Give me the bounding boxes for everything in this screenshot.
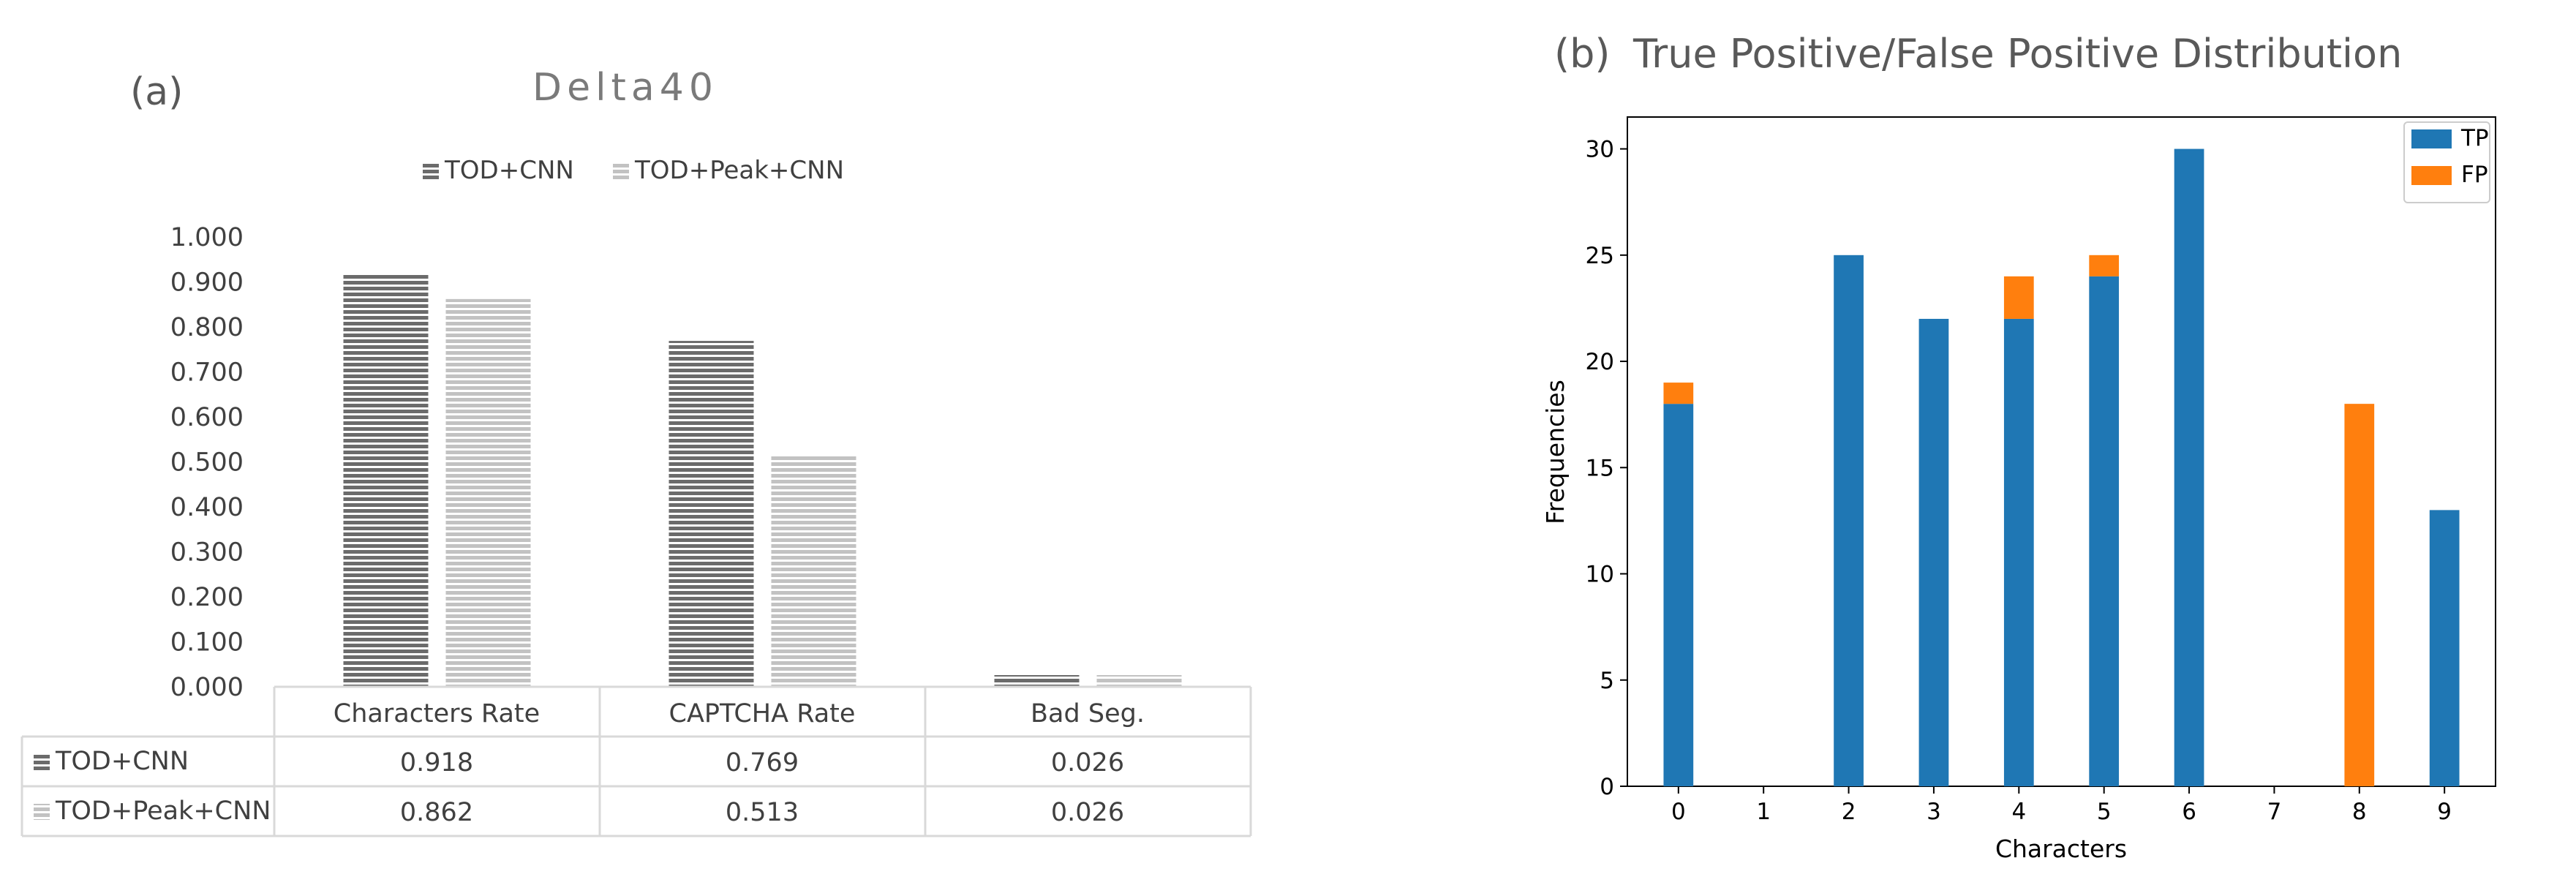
panel-a-bars xyxy=(343,274,1182,687)
panel-a-table-text: Characters Rate CAPTCHA Rate Bad Seg. TO… xyxy=(34,699,1145,827)
legend-label-tp: TP xyxy=(2460,125,2489,151)
x-tick-label: 5 xyxy=(2097,799,2112,825)
legend-swatch-tod-cnn xyxy=(423,163,439,179)
table-cell: 0.769 xyxy=(726,748,799,777)
bar xyxy=(2003,276,2034,319)
bar xyxy=(2429,510,2460,786)
bar xyxy=(2003,318,2034,786)
panel-b-title: True Positive/False Positive Distributio… xyxy=(1632,31,2402,77)
panel-b-label: (b) xyxy=(1554,31,1610,77)
table-header-bad-seg: Bad Seg. xyxy=(1031,699,1145,728)
y-tick-label: 1.000 xyxy=(170,223,244,252)
bar xyxy=(1663,404,1694,786)
bar xyxy=(1834,255,1864,786)
x-tick-label: 8 xyxy=(2352,799,2367,825)
table-cell: 0.918 xyxy=(400,748,473,777)
y-tick-label: 0 xyxy=(1600,774,1614,800)
bar xyxy=(2344,404,2375,786)
table-row-label-tod-peak-cnn: TOD+Peak+CNN xyxy=(55,796,271,826)
panel-a-title: Delta40 xyxy=(532,66,718,110)
y-tick-label: 25 xyxy=(1586,243,1614,269)
panel-a-data-table xyxy=(20,685,1252,837)
y-tick-label: 15 xyxy=(1586,455,1614,481)
y-tick-label: 0.800 xyxy=(170,313,244,342)
bar xyxy=(1663,383,1694,404)
panel-b-y-axis-label: Frequencies xyxy=(1541,380,1570,524)
x-tick-label: 0 xyxy=(1671,799,1686,825)
legend-swatch-tod-peak-cnn xyxy=(613,163,629,179)
panel-b-y-axis: 0 5 10 15 20 25 30 xyxy=(1586,137,1627,800)
panel-a-chart: (a) Delta40 TOD+CNN TOD+Peak+CNN 0.0000.… xyxy=(20,66,1252,837)
bar xyxy=(343,274,429,687)
table-cell: 0.026 xyxy=(1051,748,1124,777)
table-header-characters-rate: Characters Rate xyxy=(334,699,540,728)
y-tick-label: 0.500 xyxy=(170,448,244,478)
y-tick-label: 5 xyxy=(1600,668,1614,694)
y-tick-label: 0.100 xyxy=(170,628,244,658)
bar xyxy=(1096,675,1182,687)
panel-a-y-axis: 0.000 0.100 0.200 0.300 0.400 0.500 0.600 0.700… xyxy=(170,223,244,702)
y-tick-label: 0.000 xyxy=(170,673,244,702)
x-tick-label: 7 xyxy=(2267,799,2282,825)
table-row-label-tod-cnn: TOD+CNN xyxy=(55,747,189,776)
panel-b-x-axis-label: Characters xyxy=(1995,835,2127,863)
y-tick-label: 0.700 xyxy=(170,358,244,388)
bar xyxy=(994,675,1080,687)
x-tick-label: 9 xyxy=(2437,799,2452,825)
y-tick-label: 20 xyxy=(1586,349,1614,375)
bar xyxy=(1918,318,1949,786)
table-row-swatch-tod-cnn xyxy=(34,754,50,770)
table-cell: 0.026 xyxy=(1051,798,1124,827)
y-tick-label: 0.200 xyxy=(170,583,244,612)
x-tick-label: 3 xyxy=(1927,799,1941,825)
y-tick-label: 0.600 xyxy=(170,403,244,432)
bar xyxy=(669,341,754,687)
legend-swatch-tp xyxy=(2411,129,2452,148)
x-tick-label: 1 xyxy=(1756,799,1771,825)
y-tick-label: 0.900 xyxy=(170,268,244,298)
bar xyxy=(771,456,856,687)
panel-b-bars xyxy=(1663,148,2460,787)
panel-b-x-axis: 0 1 2 3 4 5 6 7 8 9 xyxy=(1671,786,2452,825)
panel-a-legend: TOD+CNN TOD+Peak+CNN xyxy=(423,156,844,185)
table-header-captcha-rate: CAPTCHA Rate xyxy=(669,699,856,728)
panel-a-label: (a) xyxy=(130,70,183,114)
bar xyxy=(445,298,531,687)
bar xyxy=(2089,255,2120,276)
legend-label-tod-peak-cnn: TOD+Peak+CNN xyxy=(634,156,844,185)
x-tick-label: 2 xyxy=(1842,799,1856,825)
panel-b-chart: (b) True Positive/False Positive Distrib… xyxy=(1541,31,2496,863)
legend-label-tod-cnn: TOD+CNN xyxy=(444,156,574,185)
table-row-swatch-tod-peak-cnn xyxy=(34,804,50,820)
y-tick-label: 30 xyxy=(1586,137,1614,163)
table-cell: 0.513 xyxy=(726,798,799,827)
x-tick-label: 4 xyxy=(2011,799,2026,825)
legend-label-fp: FP xyxy=(2461,162,2488,188)
panel-b-plot-frame xyxy=(1627,116,2496,787)
bar xyxy=(2089,276,2120,786)
x-tick-label: 6 xyxy=(2182,799,2196,825)
panel-b-legend: TP FP xyxy=(2403,121,2490,203)
y-tick-label: 0.300 xyxy=(170,538,244,568)
bar xyxy=(2174,148,2204,787)
legend-swatch-fp xyxy=(2411,166,2452,185)
table-cell: 0.862 xyxy=(400,798,473,827)
y-tick-label: 10 xyxy=(1586,562,1614,588)
y-tick-label: 0.400 xyxy=(170,493,244,522)
